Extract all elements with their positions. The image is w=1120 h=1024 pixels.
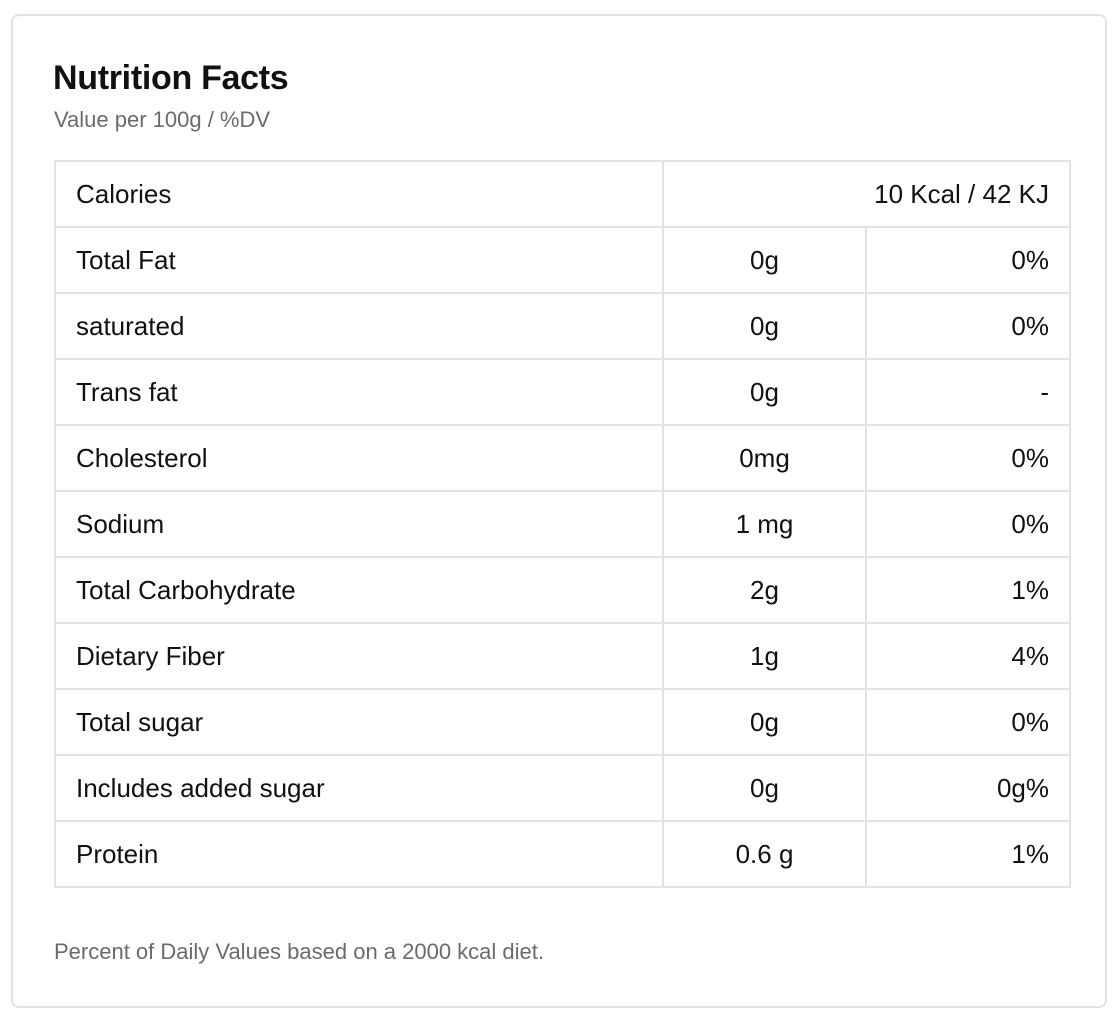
nutrient-row: Protein 0.6 g 1%: [54, 820, 1071, 888]
nutrient-daily-value: 1%: [865, 556, 1071, 624]
nutrient-row: Dietary Fiber 1g 4%: [54, 622, 1071, 690]
nutrient-label: Total Carbohydrate: [54, 556, 664, 624]
nutrient-amount: 0mg: [662, 424, 867, 492]
nutrient-row: Total Fat 0g 0%: [54, 226, 1071, 294]
nutrient-daily-value: 0%: [865, 292, 1071, 360]
nutrition-facts-card: Nutrition Facts Value per 100g / %DV Cal…: [11, 14, 1107, 1008]
nutrient-daily-value: 0%: [865, 688, 1071, 756]
daily-values-footnote: Percent of Daily Values based on a 2000 …: [54, 939, 545, 964]
nutrient-daily-value: 4%: [865, 622, 1071, 690]
nutrient-amount: 1g: [662, 622, 867, 690]
nutrient-daily-value: 0g%: [865, 754, 1071, 822]
nutrient-amount: 0g: [662, 688, 867, 756]
nutrient-label: saturated: [54, 292, 664, 360]
nutrition-table: Calories 10 Kcal / 42 KJ Total Fat 0g 0%…: [54, 160, 1071, 888]
nutrient-row: Cholesterol 0mg 0%: [54, 424, 1071, 492]
nutrient-daily-value: 0%: [865, 424, 1071, 492]
nutrient-amount: 0g: [662, 358, 867, 426]
nutrient-label: Total sugar: [54, 688, 664, 756]
nutrient-daily-value: -: [865, 358, 1071, 426]
nutrient-amount: 1 mg: [662, 490, 867, 558]
nutrient-daily-value: 0%: [865, 490, 1071, 558]
panel-subtitle: Value per 100g / %DV: [54, 107, 271, 132]
nutrient-label: Includes added sugar: [54, 754, 664, 822]
nutrient-amount: 0g: [662, 754, 867, 822]
nutrient-daily-value: 0%: [865, 226, 1071, 294]
calories-label: Calories: [54, 160, 664, 228]
nutrient-row: Sodium 1 mg 0%: [54, 490, 1071, 558]
nutrient-row: Includes added sugar 0g 0g%: [54, 754, 1071, 822]
nutrient-daily-value: 1%: [865, 820, 1071, 888]
nutrient-amount: 0g: [662, 226, 867, 294]
calories-value: 10 Kcal / 42 KJ: [662, 160, 1071, 228]
nutrient-row: Total Carbohydrate 2g 1%: [54, 556, 1071, 624]
nutrient-label: Protein: [54, 820, 664, 888]
nutrient-amount: 0g: [662, 292, 867, 360]
nutrient-label: Cholesterol: [54, 424, 664, 492]
nutrition-table-body: Calories 10 Kcal / 42 KJ Total Fat 0g 0%…: [54, 160, 1071, 888]
nutrient-row: saturated 0g 0%: [54, 292, 1071, 360]
nutrient-row: Trans fat 0g -: [54, 358, 1071, 426]
calories-row: Calories 10 Kcal / 42 KJ: [54, 160, 1071, 228]
nutrient-label: Dietary Fiber: [54, 622, 664, 690]
nutrient-amount: 2g: [662, 556, 867, 624]
nutrient-amount: 0.6 g: [662, 820, 867, 888]
nutrient-label: Sodium: [54, 490, 664, 558]
panel-title: Nutrition Facts: [53, 59, 289, 97]
nutrient-row: Total sugar 0g 0%: [54, 688, 1071, 756]
nutrient-label: Total Fat: [54, 226, 664, 294]
nutrient-label: Trans fat: [54, 358, 664, 426]
